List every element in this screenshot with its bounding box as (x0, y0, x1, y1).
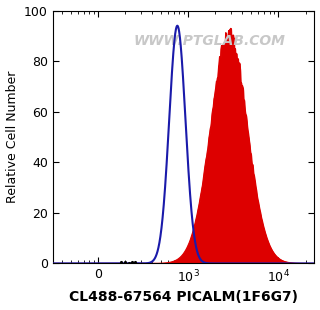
X-axis label: CL488-67564 PICALM(1F6G7): CL488-67564 PICALM(1F6G7) (69, 290, 298, 304)
Y-axis label: Relative Cell Number: Relative Cell Number (5, 71, 19, 203)
Text: WWW.PTGLAB.COM: WWW.PTGLAB.COM (134, 34, 286, 48)
